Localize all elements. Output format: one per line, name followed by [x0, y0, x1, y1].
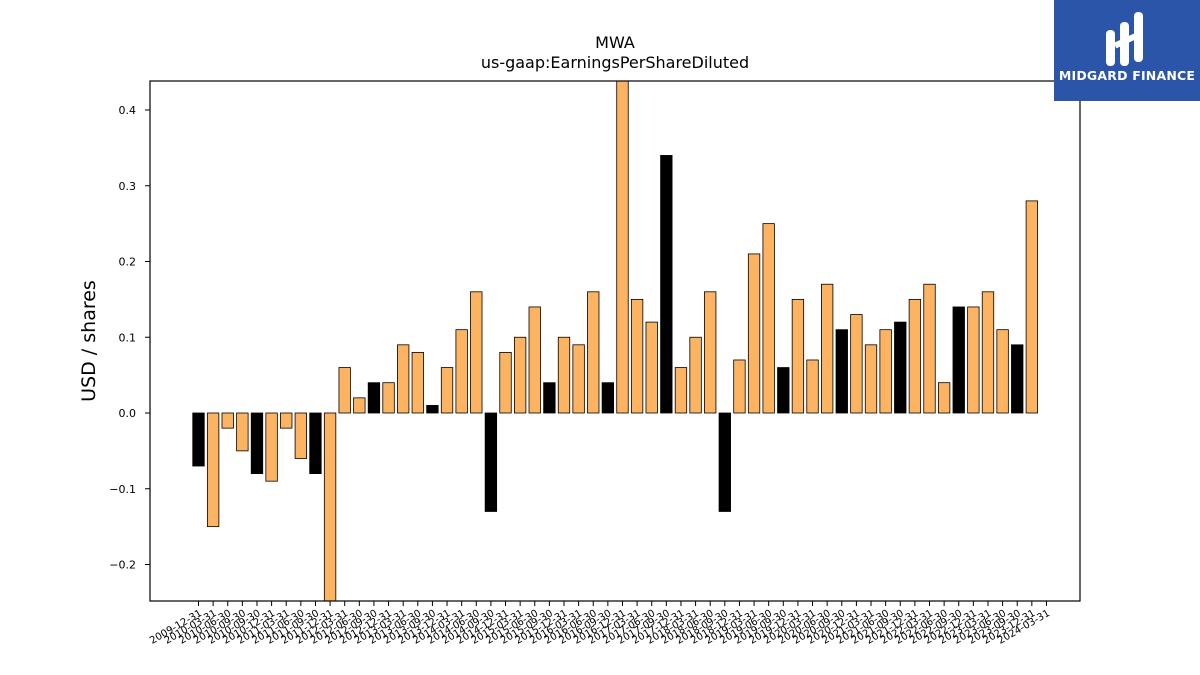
- bar-24: [543, 382, 556, 414]
- chart-subtitle: us-gaap:EarningsPerShareDiluted: [481, 53, 749, 72]
- bar-39: [762, 223, 775, 414]
- bar-49: [908, 298, 922, 414]
- bar-47: [879, 329, 892, 414]
- bar-57: [1025, 200, 1038, 414]
- bar-40: [777, 367, 790, 414]
- bar-45: [850, 314, 863, 414]
- plot-frame: [149, 80, 1081, 602]
- bar-2: [221, 412, 234, 429]
- bar-19: [470, 291, 483, 414]
- bar-3: [236, 412, 249, 452]
- y-axis-ticks: −0.2 −0.1 0.0 0.1 0.2 0.3 0.4: [109, 104, 150, 572]
- bar-14: [397, 344, 410, 414]
- bar-15: [411, 351, 424, 414]
- bar-13: [382, 382, 395, 414]
- bar-12: [367, 382, 381, 414]
- bar-43: [821, 283, 834, 414]
- bar-23: [528, 306, 541, 414]
- bar-52: [952, 306, 965, 414]
- y-tick-label: −0.2: [109, 559, 136, 572]
- bar-32: [660, 155, 673, 414]
- bar-22: [513, 336, 527, 414]
- bar-11: [353, 397, 366, 414]
- bars-group: [192, 80, 1038, 602]
- y-tick-label: 0.4: [119, 104, 137, 117]
- bar-53: [967, 306, 980, 414]
- bar-41: [791, 298, 805, 414]
- chart-title: MWA: [595, 33, 635, 52]
- brand-logo: MIDGARD FINANCE: [1054, 0, 1200, 101]
- midgard-logo-icon: [1106, 12, 1143, 66]
- bar-54: [981, 291, 995, 414]
- y-tick-label: −0.1: [109, 483, 136, 496]
- bar-20: [484, 412, 498, 512]
- brand-name: MIDGARD FINANCE: [1058, 68, 1196, 83]
- bar-56: [1011, 344, 1024, 414]
- bar-18: [455, 329, 468, 414]
- bar-42: [806, 359, 819, 414]
- bar-48: [894, 321, 907, 414]
- bar-9: [323, 412, 337, 602]
- bar-28: [601, 382, 615, 414]
- bar-34: [689, 336, 702, 414]
- y-tick-label: 0.3: [119, 180, 137, 193]
- bar-50: [923, 283, 936, 414]
- y-tick-label: 0.0: [119, 407, 137, 420]
- bar-55: [996, 329, 1009, 414]
- bar-8: [309, 412, 322, 474]
- bar-21: [499, 351, 512, 414]
- bar-46: [864, 344, 878, 414]
- x-axis-ticks: 2009-12-312010-03-312010-06-302010-09-30…: [148, 601, 1052, 647]
- bar-36: [718, 412, 731, 512]
- bar-5: [265, 412, 278, 482]
- bar-4: [250, 412, 264, 474]
- y-axis-label: USD / shares: [78, 280, 100, 402]
- bar-17: [440, 367, 454, 414]
- bar-6: [280, 412, 293, 429]
- bar-26: [572, 344, 585, 414]
- bar-10: [338, 367, 351, 414]
- bar-0: [192, 412, 205, 467]
- y-tick-label: 0.1: [119, 331, 137, 344]
- bar-1: [206, 412, 220, 528]
- bar-51: [937, 382, 951, 414]
- bar-35: [704, 291, 717, 414]
- bar-27: [587, 291, 600, 414]
- bar-30: [630, 298, 644, 414]
- bar-29: [616, 80, 629, 414]
- y-tick-label: 0.2: [119, 256, 137, 269]
- bar-7: [294, 412, 307, 459]
- bar-31: [645, 321, 658, 414]
- bar-44: [835, 329, 848, 414]
- bar-38: [747, 253, 761, 414]
- bar-16: [426, 405, 439, 414]
- bar-33: [674, 367, 688, 414]
- bar-25: [557, 336, 571, 414]
- bar-37: [733, 359, 746, 414]
